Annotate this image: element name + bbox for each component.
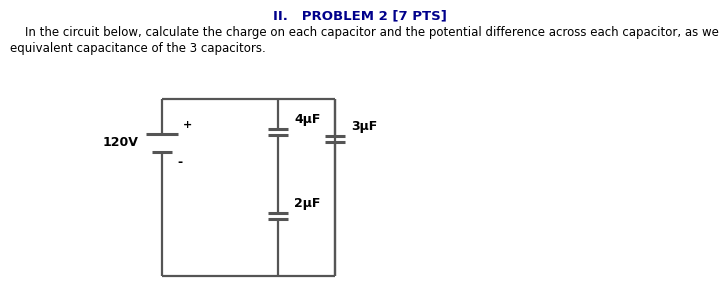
Text: II.   PROBLEM 2 [7 PTS]: II. PROBLEM 2 [7 PTS] [273,9,446,22]
Text: 2μF: 2μF [294,196,321,209]
Text: 3μF: 3μF [351,119,377,133]
Text: In the circuit below, calculate the charge on each capacitor and the potential d: In the circuit below, calculate the char… [10,26,719,39]
Text: +: + [183,120,192,130]
Text: equivalent capacitance of the 3 capacitors.: equivalent capacitance of the 3 capacito… [10,42,266,55]
Text: 4μF: 4μF [294,112,321,126]
Text: 120V: 120V [102,136,138,150]
Text: -: - [177,156,182,169]
